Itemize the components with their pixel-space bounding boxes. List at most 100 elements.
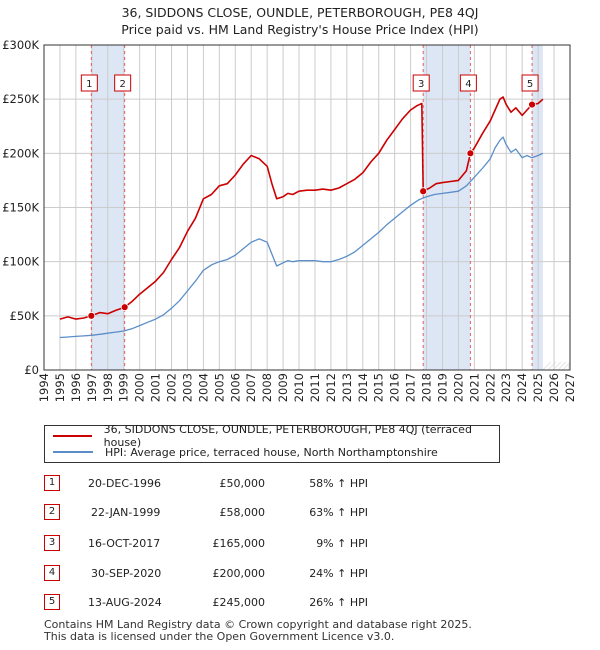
y-tick-label: £250K — [2, 92, 39, 106]
sale-number-box — [459, 74, 477, 92]
x-tick-label: 2019 — [435, 373, 449, 402]
x-tick-label: 2016 — [388, 373, 402, 402]
hatch-line — [562, 361, 571, 371]
y-axis-ticks: £0 £50K £100K £150K £200K £250K £300K — [2, 38, 39, 377]
sale-price: £245,000 — [212, 596, 266, 609]
x-tick-label: 2000 — [133, 373, 147, 402]
y-tick-label: £150K — [2, 201, 39, 215]
x-tick-label: 2015 — [372, 373, 386, 402]
sale-number-box: 3 — [44, 535, 60, 551]
x-tick-label: 2003 — [180, 373, 194, 402]
legend-label-hpi: HPI: Average price, terraced house, Nort… — [105, 445, 438, 459]
x-tick-label: 2020 — [451, 373, 465, 402]
sale-number-box: 2 — [44, 504, 60, 520]
x-tick-label: 2011 — [308, 373, 322, 402]
x-tick-label: 2012 — [324, 373, 338, 402]
footer-line-2: This data is licensed under the Open Gov… — [44, 630, 395, 643]
sale-number-box — [412, 74, 430, 92]
x-tick-label: 2006 — [228, 373, 242, 402]
table-row: 2 22-JAN-1999 £58,000 63% ↑ HPI — [0, 504, 600, 522]
legend-item-hpi: HPI: Average price, terraced house, Nort… — [53, 444, 438, 460]
x-tick-label: 1995 — [53, 373, 67, 402]
x-tick-label: 2002 — [165, 373, 179, 402]
sale-number-label: 2 — [119, 79, 125, 90]
sale-number-box — [114, 74, 132, 92]
sale-number-box: 5 — [44, 594, 60, 610]
legend: 36, SIDDONS CLOSE, OUNDLE, PETERBOROUGH,… — [44, 423, 500, 463]
x-tick-label: 1998 — [101, 373, 115, 402]
sale-date: 20-DEC-1996 — [88, 477, 162, 490]
x-tick-label: 2027 — [563, 373, 577, 402]
title-line-2: Price paid vs. HM Land Registry's House … — [121, 22, 479, 37]
legend-item-property: 36, SIDDONS CLOSE, OUNDLE, PETERBOROUGH,… — [53, 423, 499, 449]
sale-hpi-diff: 58% ↑ HPI — [309, 477, 368, 490]
title-line-1: 36, SIDDONS CLOSE, OUNDLE, PETERBOROUGH,… — [121, 5, 479, 20]
x-tick-label: 2001 — [149, 373, 163, 402]
y-tick-label: £300K — [2, 38, 39, 52]
x-tick-label: 2014 — [356, 373, 370, 402]
x-tick-label: 2022 — [483, 373, 497, 402]
sale-hpi-diff: 26% ↑ HPI — [309, 596, 368, 609]
y-tick-label: £100K — [2, 255, 39, 269]
x-tick-label: 2021 — [467, 373, 481, 402]
footer: Contains HM Land Registry data © Crown c… — [44, 619, 472, 643]
sale-number-label: 4 — [465, 79, 471, 90]
hatch-line — [547, 361, 557, 371]
sale-number-box — [521, 74, 539, 92]
sale-number-boxes: 1 2 3 4 5 — [80, 74, 539, 92]
chart-title: 36, SIDDONS CLOSE, OUNDLE, PETERBOROUGH,… — [0, 4, 600, 38]
hatch-line — [542, 361, 552, 371]
sale-price: £165,000 — [212, 537, 266, 550]
x-tick-label: 2024 — [515, 373, 529, 402]
sale-hpi-diff: 9% ↑ HPI — [316, 537, 368, 550]
sale-number-box: 4 — [44, 565, 60, 581]
legend-swatch-property — [53, 435, 92, 437]
x-tick-label: 1994 — [37, 373, 51, 402]
sale-point — [87, 311, 96, 320]
price-chart: 1 2 3 4 5 £0 £50K £100K £150K £200K £250K £300K 19… — [2, 38, 577, 402]
legend-swatch-hpi — [53, 451, 93, 453]
sale-hpi-diff: 24% ↑ HPI — [309, 567, 368, 580]
sale-number-box — [80, 74, 98, 92]
series-line-property — [59, 96, 544, 320]
x-tick-label: 1999 — [117, 373, 131, 402]
sale-date: 30-SEP-2020 — [91, 567, 162, 580]
sale-date: 16-OCT-2017 — [88, 537, 161, 550]
sale-date: 22-JAN-1999 — [91, 506, 161, 519]
sale-number-label: 5 — [527, 79, 533, 90]
sale-number-label: 3 — [418, 79, 424, 90]
table-row: 4 30-SEP-2020 £200,000 24% ↑ HPI — [0, 565, 600, 583]
table-row: 1 20-DEC-1996 £50,000 58% ↑ HPI — [0, 475, 600, 493]
sale-price: £50,000 — [219, 477, 266, 490]
sale-point — [120, 303, 129, 312]
sale-points — [87, 100, 536, 320]
x-tick-label: 2017 — [404, 373, 418, 402]
legend-label-property: 36, SIDDONS CLOSE, OUNDLE, PETERBOROUGH,… — [103, 423, 472, 449]
sale-number-label: 1 — [86, 79, 92, 90]
x-tick-label: 2005 — [212, 373, 226, 402]
x-tick-label: 2018 — [420, 373, 434, 402]
sale-date: 13-AUG-2024 — [88, 596, 162, 609]
sale-point — [528, 100, 536, 109]
sale-point — [466, 149, 475, 158]
x-tick-label: 2013 — [340, 373, 354, 402]
y-tick-label: £0 — [24, 363, 39, 377]
sale-price: £58,000 — [219, 506, 266, 519]
table-row: 3 16-OCT-2017 £165,000 9% ↑ HPI — [0, 535, 600, 553]
x-tick-label: 2009 — [276, 373, 290, 402]
x-axis-ticks: 1994 1995 1996 1997 1998 1999 2000 2001 2002 2003… — [37, 373, 577, 402]
table-row: 5 13-AUG-2024 £245,000 26% ↑ HPI — [0, 594, 600, 612]
series-lines — [59, 96, 544, 339]
x-tick-label: 2023 — [499, 373, 513, 402]
sale-price: £200,000 — [212, 567, 266, 580]
x-tick-label: 2004 — [196, 373, 210, 402]
x-tick-label: 2008 — [260, 373, 274, 402]
sale-point — [419, 187, 428, 196]
x-tick-label: 2026 — [547, 373, 561, 402]
x-tick-label: 1997 — [85, 373, 99, 402]
sale-hpi-diff: 63% ↑ HPI — [309, 506, 368, 519]
sale-number-box: 1 — [44, 475, 60, 491]
x-tick-label: 2010 — [292, 373, 306, 402]
series-line-hpi — [59, 136, 544, 339]
y-tick-label: £200K — [2, 146, 39, 160]
